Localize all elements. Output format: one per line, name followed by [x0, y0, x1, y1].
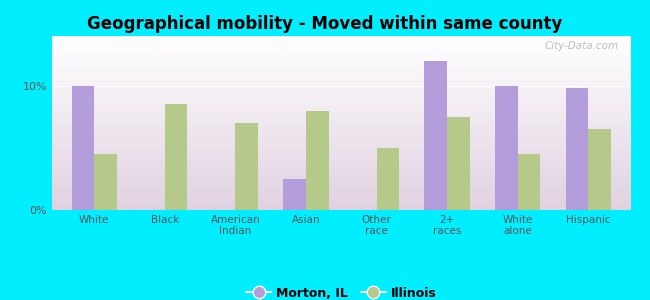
Bar: [52, 92, 630, 95]
Bar: [52, 196, 630, 200]
Bar: [52, 154, 630, 158]
Bar: [52, 85, 630, 88]
Bar: [52, 203, 630, 206]
Bar: [52, 95, 630, 99]
Bar: [52, 175, 630, 179]
Bar: [52, 50, 630, 53]
Bar: [283, 179, 306, 210]
Bar: [52, 189, 630, 193]
Bar: [52, 60, 630, 64]
Bar: [52, 119, 630, 123]
Bar: [52, 140, 630, 144]
Bar: [52, 74, 630, 78]
Bar: [52, 36, 630, 40]
Bar: [52, 127, 630, 130]
Bar: [52, 106, 630, 109]
Bar: [52, 102, 630, 106]
Bar: [52, 182, 630, 186]
Bar: [52, 147, 630, 151]
Bar: [52, 67, 630, 71]
Bar: [52, 172, 630, 175]
Bar: [52, 161, 630, 165]
Bar: [52, 186, 630, 189]
Bar: [52, 206, 630, 210]
Bar: [566, 88, 588, 210]
Bar: [52, 71, 630, 74]
Bar: [52, 78, 630, 81]
Text: Geographical mobility - Moved within same county: Geographical mobility - Moved within sam…: [87, 15, 563, 33]
Bar: [72, 86, 94, 210]
Bar: [52, 43, 630, 46]
Legend: Morton, IL, Illinois: Morton, IL, Illinois: [241, 282, 441, 300]
Bar: [52, 144, 630, 147]
Bar: [52, 64, 630, 67]
Bar: [52, 109, 630, 112]
Bar: [588, 129, 611, 210]
Bar: [52, 193, 630, 196]
Bar: [447, 117, 470, 210]
Bar: [165, 104, 187, 210]
Bar: [52, 116, 630, 119]
Bar: [517, 154, 540, 210]
Bar: [52, 130, 630, 134]
Bar: [52, 137, 630, 140]
Bar: [52, 165, 630, 168]
Bar: [94, 154, 117, 210]
Bar: [306, 111, 328, 210]
Bar: [52, 151, 630, 154]
Bar: [52, 57, 630, 60]
Bar: [52, 40, 630, 43]
Bar: [52, 81, 630, 85]
Bar: [52, 53, 630, 57]
Bar: [52, 46, 630, 50]
Bar: [424, 61, 447, 210]
Bar: [52, 134, 630, 137]
Bar: [52, 179, 630, 182]
Bar: [52, 112, 630, 116]
Bar: [52, 99, 630, 102]
Bar: [495, 86, 517, 210]
Bar: [52, 88, 630, 92]
Bar: [52, 168, 630, 172]
Bar: [235, 123, 258, 210]
Bar: [376, 148, 399, 210]
Bar: [52, 123, 630, 127]
Bar: [52, 158, 630, 161]
Text: City-Data.com: City-Data.com: [545, 41, 619, 51]
Bar: [52, 200, 630, 203]
